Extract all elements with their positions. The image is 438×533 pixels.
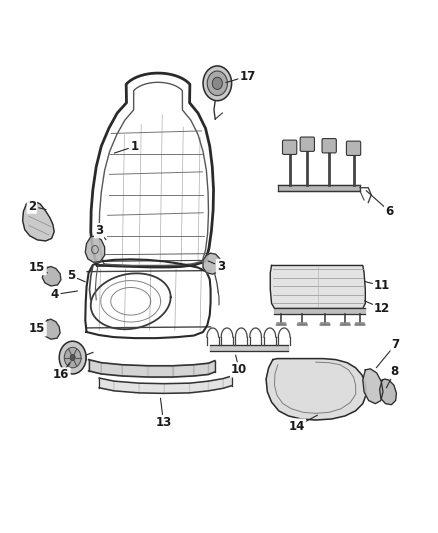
Circle shape	[203, 66, 232, 101]
Text: 2: 2	[28, 200, 36, 213]
Polygon shape	[270, 265, 365, 309]
Polygon shape	[99, 378, 114, 391]
Circle shape	[64, 348, 81, 368]
Polygon shape	[190, 381, 208, 393]
Polygon shape	[122, 365, 148, 377]
Polygon shape	[194, 363, 208, 376]
FancyBboxPatch shape	[300, 137, 314, 151]
Text: 3: 3	[95, 224, 103, 237]
Polygon shape	[266, 359, 366, 420]
Polygon shape	[297, 323, 307, 325]
FancyBboxPatch shape	[346, 141, 361, 156]
Polygon shape	[340, 323, 350, 325]
Text: 17: 17	[240, 70, 256, 83]
Text: 4: 4	[50, 288, 58, 301]
Polygon shape	[164, 383, 190, 393]
Polygon shape	[139, 383, 164, 393]
Text: 13: 13	[155, 416, 172, 429]
Polygon shape	[173, 365, 194, 377]
Polygon shape	[320, 323, 330, 325]
Polygon shape	[380, 379, 396, 405]
Polygon shape	[101, 362, 122, 376]
Text: 6: 6	[385, 205, 393, 218]
Circle shape	[59, 341, 86, 374]
FancyBboxPatch shape	[322, 139, 336, 153]
Polygon shape	[223, 376, 232, 388]
Text: 14: 14	[289, 419, 305, 433]
Circle shape	[212, 77, 223, 90]
Text: 11: 11	[374, 279, 390, 293]
Polygon shape	[203, 253, 221, 274]
Text: 12: 12	[374, 302, 390, 315]
Text: 15: 15	[29, 261, 46, 274]
Polygon shape	[88, 360, 101, 374]
Text: 15: 15	[29, 322, 46, 335]
Polygon shape	[148, 366, 173, 377]
Polygon shape	[23, 201, 54, 241]
Polygon shape	[42, 319, 60, 339]
FancyBboxPatch shape	[283, 140, 297, 155]
Polygon shape	[363, 369, 383, 403]
Polygon shape	[42, 266, 61, 286]
Polygon shape	[276, 323, 286, 325]
Text: 16: 16	[53, 368, 70, 382]
Text: 5: 5	[67, 269, 75, 282]
Polygon shape	[114, 381, 139, 393]
Circle shape	[207, 71, 227, 95]
Polygon shape	[208, 378, 223, 391]
Text: 3: 3	[217, 260, 225, 273]
Text: 1: 1	[131, 140, 139, 153]
Text: 7: 7	[392, 338, 399, 351]
Polygon shape	[355, 323, 365, 325]
Text: 8: 8	[391, 365, 399, 378]
Polygon shape	[85, 236, 105, 262]
Text: 10: 10	[231, 364, 247, 376]
Polygon shape	[208, 361, 215, 375]
Circle shape	[70, 354, 75, 361]
